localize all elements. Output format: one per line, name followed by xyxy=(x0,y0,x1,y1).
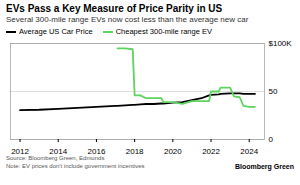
svg-text:2020: 2020 xyxy=(164,147,182,155)
svg-text:50: 50 xyxy=(269,87,278,96)
svg-text:2012: 2012 xyxy=(11,147,29,155)
svg-text:2024: 2024 xyxy=(240,147,258,155)
svg-text:0: 0 xyxy=(269,135,274,144)
html-text:Cheapest 300-mile range EV: Cheapest 300-mile range EV xyxy=(115,27,212,36)
svg-text:2016: 2016 xyxy=(88,147,106,155)
html-text:Note: EV prices don't include: Note: EV prices don't include government… xyxy=(6,162,145,169)
html-text:Average US Car Price: Average US Car Price xyxy=(19,27,93,36)
svg-text:2022: 2022 xyxy=(202,147,220,155)
html-text:Bloomberg Green: Bloomberg Green xyxy=(234,162,294,170)
html-text:Several 300-mile range EVs now: Several 300-mile range EVs now cost less… xyxy=(6,15,249,24)
svg-text:$100K: $100K xyxy=(269,39,293,48)
svg-text:2018: 2018 xyxy=(126,147,144,155)
html-text:EVs Pass a Key Measure of Pric: EVs Pass a Key Measure of Price Parity i… xyxy=(6,3,223,14)
svg-text:2014: 2014 xyxy=(49,147,67,155)
html-text:Source: Bloomberg Green, Edmun: Source: Bloomberg Green, Edmunds xyxy=(6,155,105,161)
